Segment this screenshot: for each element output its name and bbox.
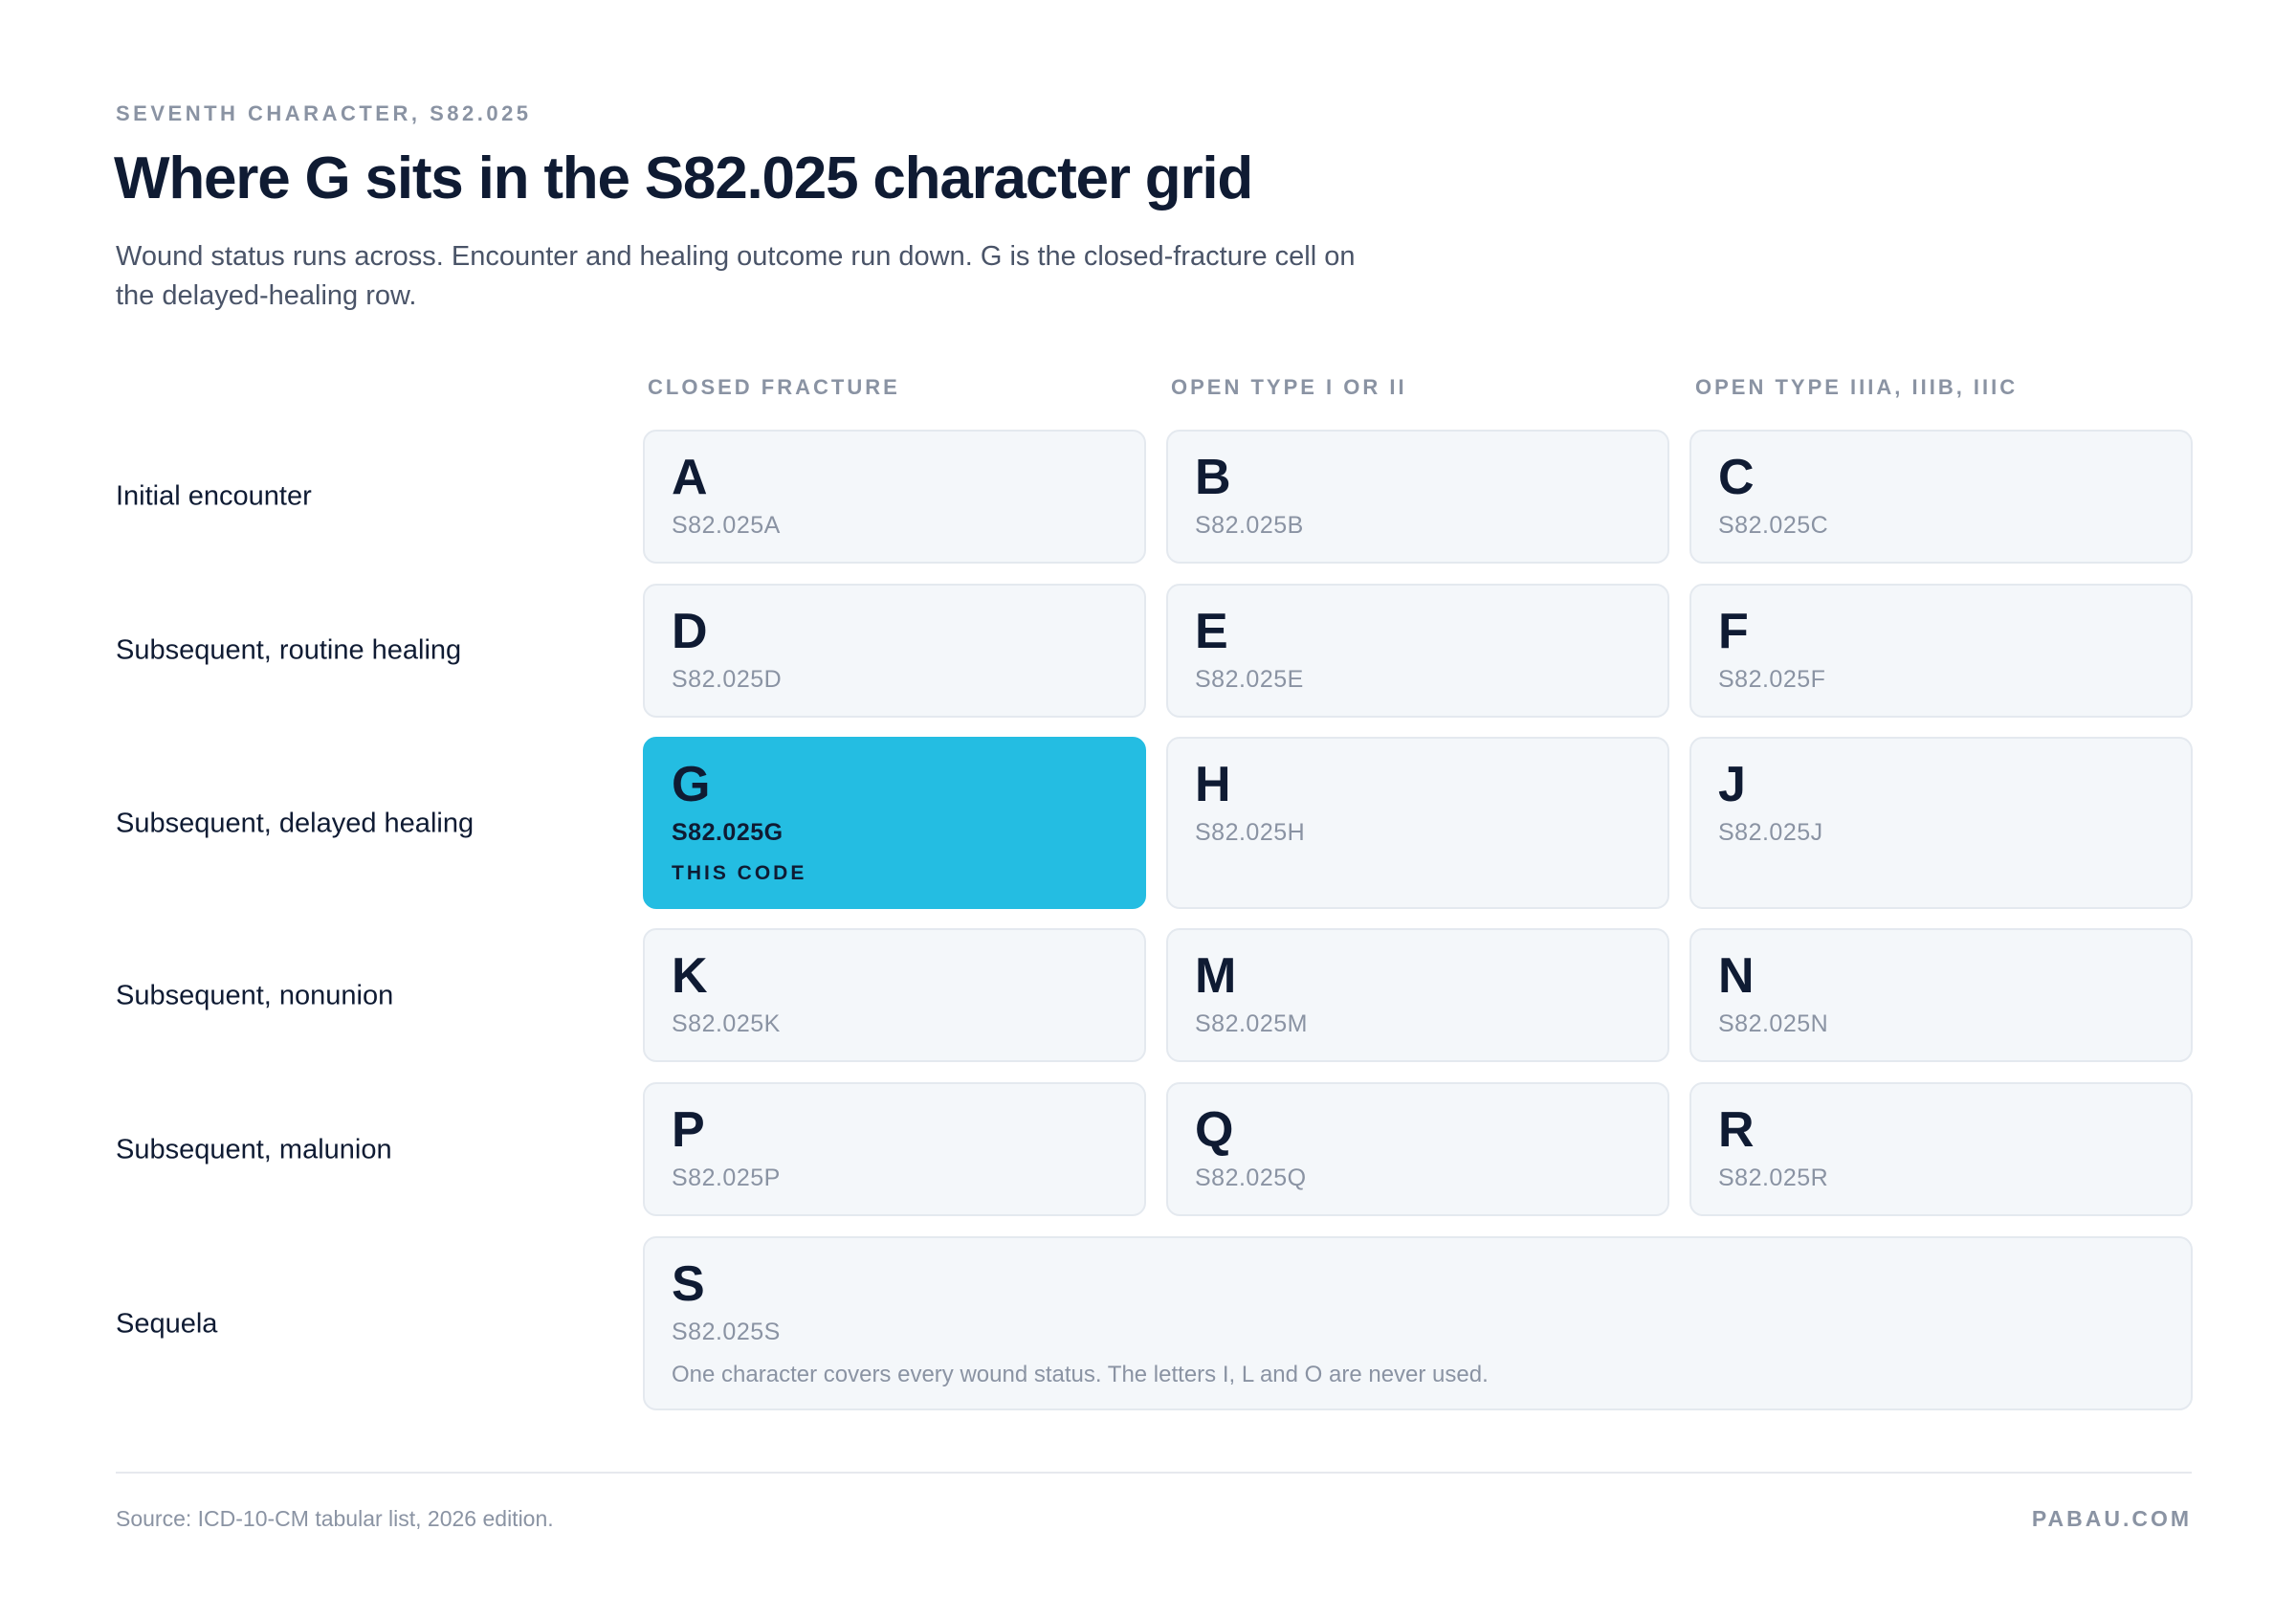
footer-divider [116,1472,2192,1474]
code-cell-g-highlight: G S82.025G THIS CODE [643,737,1146,909]
cell-code: S82.025F [1718,666,1826,693]
cell-code: S82.025H [1195,819,1306,846]
row-label-delayed: Subsequent, delayed healing [116,808,475,839]
cell-code: S82.025N [1718,1010,1829,1037]
cell-letter: Q [1195,1102,1234,1158]
code-cell-s-sequela: S S82.025S One character covers every wo… [643,1236,2193,1410]
source-note: Source: ICD-10-CM tabular list, 2026 edi… [116,1506,554,1531]
code-cell-a: A S82.025A [643,430,1146,564]
cell-letter: R [1718,1102,1755,1158]
cell-code: S82.025P [672,1164,781,1191]
cell-letter: A [672,450,708,505]
cell-letter: D [672,604,708,659]
cell-code: S82.025R [1718,1164,1829,1191]
code-cell-b: B S82.025B [1166,430,1669,564]
cell-letter: E [1195,604,1228,659]
code-cell-f: F S82.025F [1689,584,2193,718]
code-cell-h: H S82.025H [1166,737,1669,909]
row-label-sequela: Sequela [116,1308,218,1340]
cell-letter: J [1718,757,1746,812]
cell-letter: M [1195,948,1237,1004]
cell-code: S82.025D [672,666,783,693]
cell-letter: B [1195,450,1231,505]
this-code-tag: THIS CODE [672,862,807,884]
cell-code: S82.025A [672,512,781,539]
code-cell-c: C S82.025C [1689,430,2193,564]
code-cell-n: N S82.025N [1689,928,2193,1062]
cell-code: S82.025S [672,1319,781,1345]
column-header-closed: CLOSED FRACTURE [648,375,900,399]
code-cell-k: K S82.025K [643,928,1146,1062]
row-label-routine: Subsequent, routine healing [116,634,462,666]
cell-letter: K [672,948,708,1004]
row-label-nonunion: Subsequent, nonunion [116,980,394,1011]
sequela-note: One character covers every wound status.… [672,1362,1489,1387]
cell-code: S82.025B [1195,512,1304,539]
code-cell-r: R S82.025R [1689,1082,2193,1216]
cell-code: S82.025E [1195,666,1304,693]
column-header-open-1-2: OPEN TYPE I OR II [1171,375,1407,399]
code-cell-j: J S82.025J [1689,737,2193,909]
cell-letter: N [1718,948,1755,1004]
cell-letter: S [672,1256,705,1312]
cell-code: S82.025K [672,1010,781,1037]
column-header-open-3: OPEN TYPE IIIA, IIIB, IIIC [1695,375,2019,399]
row-label-malunion: Subsequent, malunion [116,1134,392,1165]
page-subtitle: Wound status runs across. Encounter and … [116,241,1356,311]
code-cell-e: E S82.025E [1166,584,1669,718]
cell-code: S82.025G [672,819,784,846]
cell-code: S82.025C [1718,512,1829,539]
cell-letter: C [1718,450,1755,505]
cell-letter: G [672,757,711,812]
cell-code: S82.025Q [1195,1164,1307,1191]
eyebrow-label: SEVENTH CHARACTER, S82.025 [116,101,532,125]
cell-letter: P [672,1102,705,1158]
page-title: Where G sits in the S82.025 character gr… [114,145,1253,211]
row-label-initial: Initial encounter [116,480,312,512]
code-cell-p: P S82.025P [643,1082,1146,1216]
cell-code: S82.025M [1195,1010,1308,1037]
cell-code: S82.025J [1718,819,1823,846]
cell-letter: H [1195,757,1231,812]
brand-mark: PABAU.COM [2031,1506,2192,1531]
code-cell-q: Q S82.025Q [1166,1082,1669,1216]
cell-letter: F [1718,604,1749,659]
code-cell-d: D S82.025D [643,584,1146,718]
code-cell-m: M S82.025M [1166,928,1669,1062]
